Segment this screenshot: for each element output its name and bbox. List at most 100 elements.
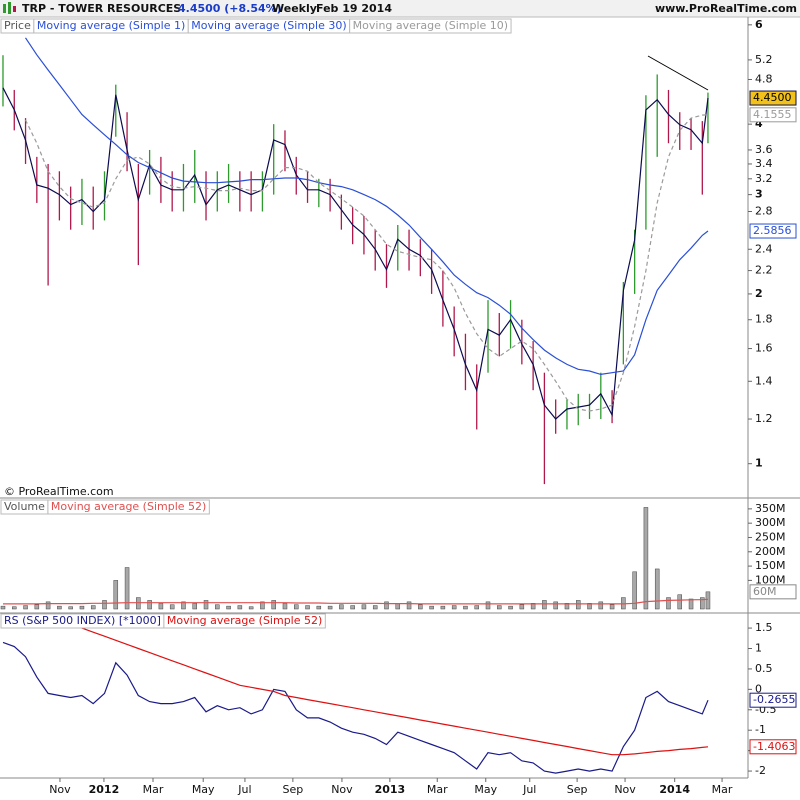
legend-label: Moving average (Simple 10) [353,19,508,32]
y-tick-label: 150M [755,559,786,572]
y-tick-label: 1 [755,641,762,654]
volume-bar [68,606,73,610]
volume-bar [294,604,299,610]
y-tick-label: 0 [755,682,762,695]
volume-bar [587,603,592,610]
quote: 4.4500 (+8.54%) [178,2,282,15]
volume-bar [237,605,243,610]
y-tick-label: 1.2 [755,412,773,425]
y-tick-label: -1 [755,723,766,736]
x-tick-label: Mar [712,783,733,796]
series-line [2,87,709,420]
volume-bar [282,603,288,610]
x-tick-label: Sep [283,783,304,796]
y-tick-label: 2.8 [755,205,773,218]
value-box [749,739,797,755]
value-box [749,107,797,123]
x-tick-label: 2012 [89,783,120,796]
volume-bar [519,604,525,610]
x-tick-label: Sep [567,783,588,796]
series-line [25,37,709,376]
volume-bar [271,600,276,610]
legend-label: Moving average (Simple 52) [167,614,322,627]
x-tick-label: Nov [331,783,353,796]
legend-label: Volume [4,500,45,513]
x-tick-label: 2014 [659,783,690,796]
volume-bar [688,598,694,610]
volume-bar [192,603,197,610]
volume-bar [215,604,220,610]
volume-bar [643,507,649,610]
volume-bar [497,605,502,610]
legend-box [47,499,210,515]
value-box-label: 2.5856 [753,224,792,237]
y-tick-label: 0.5 [755,662,773,675]
volume-bar [530,603,536,610]
volume-bar [429,605,434,610]
y-tick-label: 1.5 [755,621,773,634]
x-tick-label: May [474,783,497,796]
y-tick-label: 2 [755,287,763,300]
legend-label: RS (S&P 500 INDEX) [*1000] [4,614,161,627]
y-tick-label: 2.4 [755,242,773,255]
x-tick-label: 2013 [375,783,406,796]
volume-bar [406,601,412,610]
y-tick-label: 4 [755,117,763,130]
volume-bar [113,580,119,610]
value-box-label: 4.4500 [753,91,792,104]
volume-bar [632,571,637,610]
copyright: © ProRealTime.com [4,485,114,498]
y-tick-label: 3.2 [755,172,773,185]
y-tick-label: 3.6 [755,143,773,156]
x-tick-label: Nov [614,783,636,796]
volume-bar [654,568,660,610]
volume-bar [203,600,209,610]
volume-bar [90,605,96,610]
value-box-label: -1.4063 [753,740,795,753]
legend-label: Moving average (Simple 1) [37,19,185,32]
volume-bar [102,600,107,610]
period: Weekly [272,2,317,15]
x-tick-label: Mar [427,783,448,796]
y-tick-label: 1 [755,457,763,470]
volume-bar [23,605,28,610]
y-tick-label: 3.4 [755,157,773,170]
y-tick-label: 1.8 [755,313,773,326]
volume-bar [226,605,231,610]
volume-bar [700,597,705,610]
volume-bar [361,604,367,610]
value-box [749,584,797,600]
x-tick-label: Jul [522,783,536,796]
volume-bar [0,605,6,610]
overlay: 4.4500 2.5856 4.1555 Price Moving average (S… [0,18,797,755]
volume-bar [181,601,186,610]
legend-box [349,18,512,34]
y-tick-label: 300M [755,516,786,529]
volume-bar [609,604,615,610]
instrument-title: TRP - TOWER RESOURCES [22,2,181,15]
volume-bar [440,605,446,610]
x-tick-label: May [192,783,215,796]
volume-bar [34,604,40,610]
series-line [2,641,709,774]
app-icon [3,2,16,14]
y-tick-label: 100M [755,573,786,586]
y-tick-label: 2.2 [755,264,773,277]
volume-bar [45,601,51,610]
y-tick-label: 6 [755,18,763,31]
trend-line [647,55,709,91]
y-tick-label: 1.4 [755,374,773,387]
volume-bar [485,601,491,610]
volume-bar [316,605,322,610]
legend-label: Moving average (Simple 30) [191,19,346,32]
volume-bar [327,605,333,610]
volume-bar [12,606,17,610]
volume-bar [553,601,558,610]
volume-bar [508,605,513,610]
y-tick-label: 1.6 [755,342,773,355]
x-tick-label: Mar [143,783,164,796]
y-tick-label: 4.8 [755,72,773,85]
volume-bar [451,605,457,610]
y-tick-label: -2 [755,764,766,777]
volume-bar [305,605,310,610]
